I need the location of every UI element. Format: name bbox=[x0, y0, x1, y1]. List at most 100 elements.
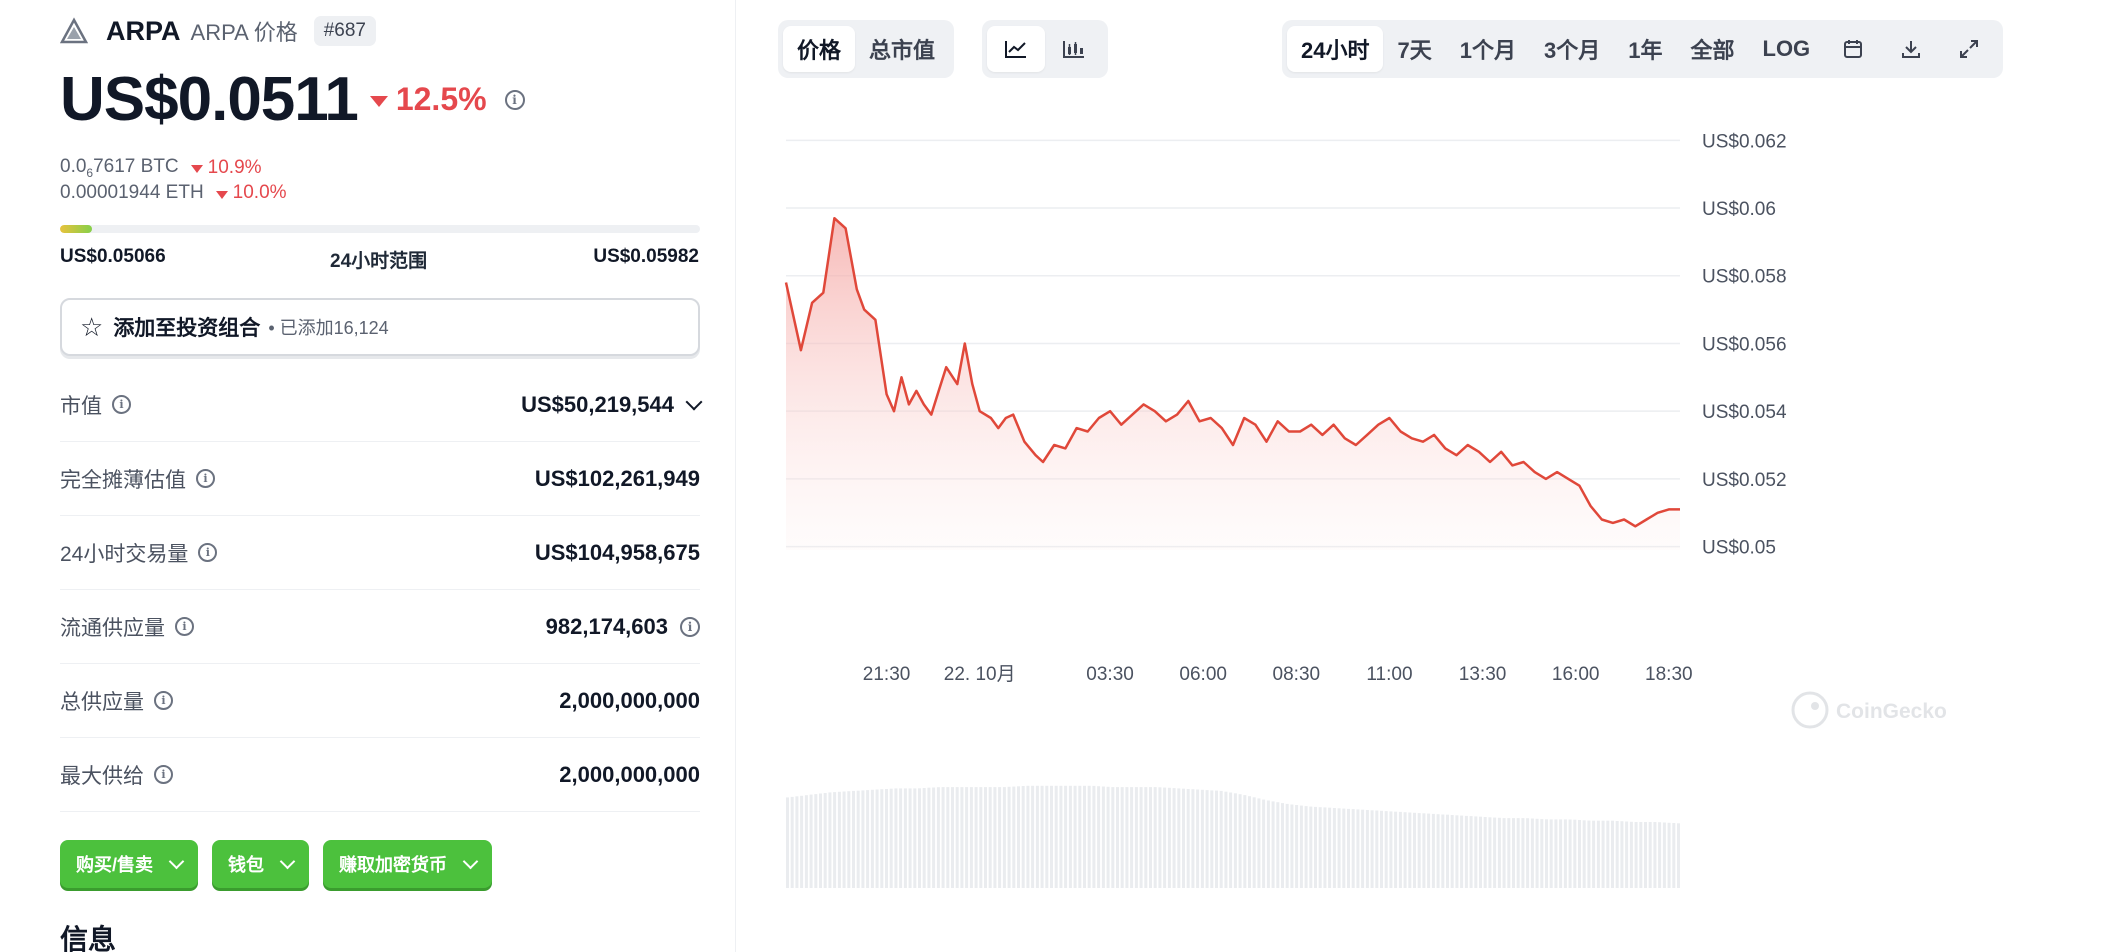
volume-bar bbox=[790, 796, 794, 888]
coin-name: ARPA bbox=[106, 15, 181, 46]
btc-conversion: 0.067617 BTC 10.9% bbox=[60, 156, 262, 180]
volume-bar bbox=[1031, 785, 1035, 888]
candlestick-icon[interactable] bbox=[1045, 26, 1103, 72]
volume-bar bbox=[1035, 785, 1039, 888]
volume-bar bbox=[1582, 820, 1586, 888]
volume-bar bbox=[837, 791, 841, 888]
tab-7d[interactable]: 7天 bbox=[1397, 38, 1432, 63]
stat-value[interactable]: US$50,219,544 bbox=[521, 392, 703, 418]
volume-bar bbox=[1252, 797, 1256, 888]
info-icon[interactable]: i bbox=[154, 691, 173, 710]
tab-all[interactable]: 全部 bbox=[1690, 38, 1735, 63]
volume-bar bbox=[1625, 821, 1629, 888]
volume-bar bbox=[1601, 820, 1605, 888]
volume-bar bbox=[1059, 785, 1063, 888]
tab-market-cap[interactable]: 总市值 bbox=[869, 38, 936, 63]
wallet-button[interactable]: 钱包 bbox=[212, 840, 310, 888]
tab-log[interactable]: LOG bbox=[1762, 36, 1811, 61]
info-icon[interactable]: i bbox=[680, 616, 700, 637]
info-icon[interactable]: i bbox=[198, 543, 218, 562]
volume-bar bbox=[1469, 816, 1473, 888]
volume-bar bbox=[1441, 814, 1445, 888]
stat-market-cap: 市值 i US$50,219,544 bbox=[60, 368, 703, 442]
volume-bar bbox=[1488, 817, 1492, 888]
volume-bar bbox=[1012, 786, 1016, 888]
volume-bar bbox=[1177, 788, 1181, 888]
volume-bar bbox=[1398, 811, 1402, 888]
info-icon[interactable]: i bbox=[112, 395, 131, 414]
volume-bar bbox=[1361, 809, 1365, 888]
eth-conversion: 0.00001944 ETH 10.0% bbox=[60, 182, 287, 204]
tab-3m[interactable]: 3个月 bbox=[1543, 38, 1601, 63]
volume-bar bbox=[1644, 822, 1647, 888]
volume-bar bbox=[1370, 810, 1374, 888]
volume-bar bbox=[1078, 785, 1082, 888]
price-chart[interactable]: US$0.062 US$0.06 US$0.058 US$0.056 US$0.054 U… bbox=[770, 110, 2120, 952]
price-chart-svg[interactable]: US$0.062 US$0.06 US$0.058 US$0.056 US$0.054 U… bbox=[770, 110, 2120, 952]
info-icon[interactable]: i bbox=[154, 765, 173, 784]
volume-bar bbox=[1568, 819, 1572, 888]
tab-24h[interactable]: 24小时 bbox=[1287, 26, 1384, 72]
volume-bar bbox=[1191, 789, 1195, 888]
volume-bar bbox=[941, 787, 945, 888]
volume-bar bbox=[1257, 798, 1261, 888]
volume-bar bbox=[1431, 813, 1435, 888]
earn-crypto-button[interactable]: 赚取加密货币 bbox=[323, 840, 493, 888]
calendar-icon[interactable] bbox=[1824, 26, 1882, 72]
add-to-portfolio-button[interactable]: ☆ 添加至投资组合 • 已添加16,124 bbox=[60, 298, 700, 356]
y-tick-label: US$0.056 bbox=[1702, 334, 1787, 355]
volume-bar bbox=[993, 787, 997, 888]
info-icon[interactable]: i bbox=[175, 617, 194, 636]
info-icon[interactable]: i bbox=[196, 469, 215, 488]
volume-bar bbox=[870, 789, 874, 888]
volume-bar bbox=[1002, 787, 1006, 888]
volume-bar bbox=[979, 787, 983, 888]
volume-bar bbox=[1314, 806, 1317, 888]
volume-bar bbox=[1134, 787, 1138, 888]
stat-label: 最大供给 bbox=[60, 764, 144, 788]
volume-bar bbox=[1554, 819, 1558, 888]
tab-1y[interactable]: 1年 bbox=[1628, 38, 1663, 63]
buy-sell-button[interactable]: 购买/售卖 bbox=[60, 840, 199, 888]
volume-bar bbox=[908, 788, 912, 888]
volume-bar bbox=[856, 790, 860, 888]
volume-bar bbox=[1464, 815, 1468, 888]
volume-bar bbox=[1045, 785, 1049, 888]
volume-bar bbox=[1606, 820, 1610, 888]
volume-bar bbox=[823, 793, 827, 888]
btc-change: 10.9% bbox=[190, 157, 262, 179]
volume-bar bbox=[1215, 790, 1218, 888]
volume-bar bbox=[1375, 810, 1379, 888]
volume-bar bbox=[1474, 816, 1478, 888]
info-icon[interactable]: i bbox=[504, 89, 525, 110]
volume-bar bbox=[1540, 819, 1544, 888]
volume-bar bbox=[927, 787, 931, 888]
coin-subtitle: ARPA 价格 bbox=[190, 20, 298, 45]
down-arrow-icon bbox=[215, 190, 228, 199]
price-line bbox=[784, 216, 1680, 528]
volume-bar bbox=[1130, 787, 1134, 888]
range-bar-fill bbox=[60, 225, 92, 233]
volume-bar bbox=[1596, 820, 1600, 888]
stat-value: 2,000,000,000 bbox=[559, 687, 700, 713]
fullscreen-icon[interactable] bbox=[1940, 26, 1998, 72]
download-icon[interactable] bbox=[1882, 26, 1940, 72]
volume-bar bbox=[1299, 805, 1303, 888]
volume-bar bbox=[969, 787, 973, 888]
tab-price[interactable]: 价格 bbox=[783, 26, 856, 72]
volume-bar bbox=[1342, 808, 1346, 888]
volume-bar bbox=[1559, 819, 1563, 888]
line-chart-icon[interactable] bbox=[987, 26, 1045, 72]
coin-info-panel: ARPA ARPA 价格 #687 US$0.0511 12.5% i 0.06… bbox=[0, 0, 736, 952]
tab-1m[interactable]: 1个月 bbox=[1459, 38, 1516, 63]
volume-bar bbox=[1054, 785, 1058, 888]
volume-bar bbox=[1332, 808, 1336, 888]
x-axis-labels: 21:30 22. 10月 03:30 06:00 08:30 11:00 13:30 16:… bbox=[863, 664, 1693, 685]
volume-bar bbox=[1229, 792, 1233, 888]
volume-bar bbox=[1497, 817, 1501, 888]
x-tick-label: 22. 10月 bbox=[944, 664, 1016, 685]
volume-bar bbox=[1658, 822, 1662, 888]
volume-bar bbox=[1394, 811, 1398, 888]
x-tick-label: 11:00 bbox=[1366, 664, 1412, 685]
volume-bar bbox=[1629, 821, 1633, 888]
